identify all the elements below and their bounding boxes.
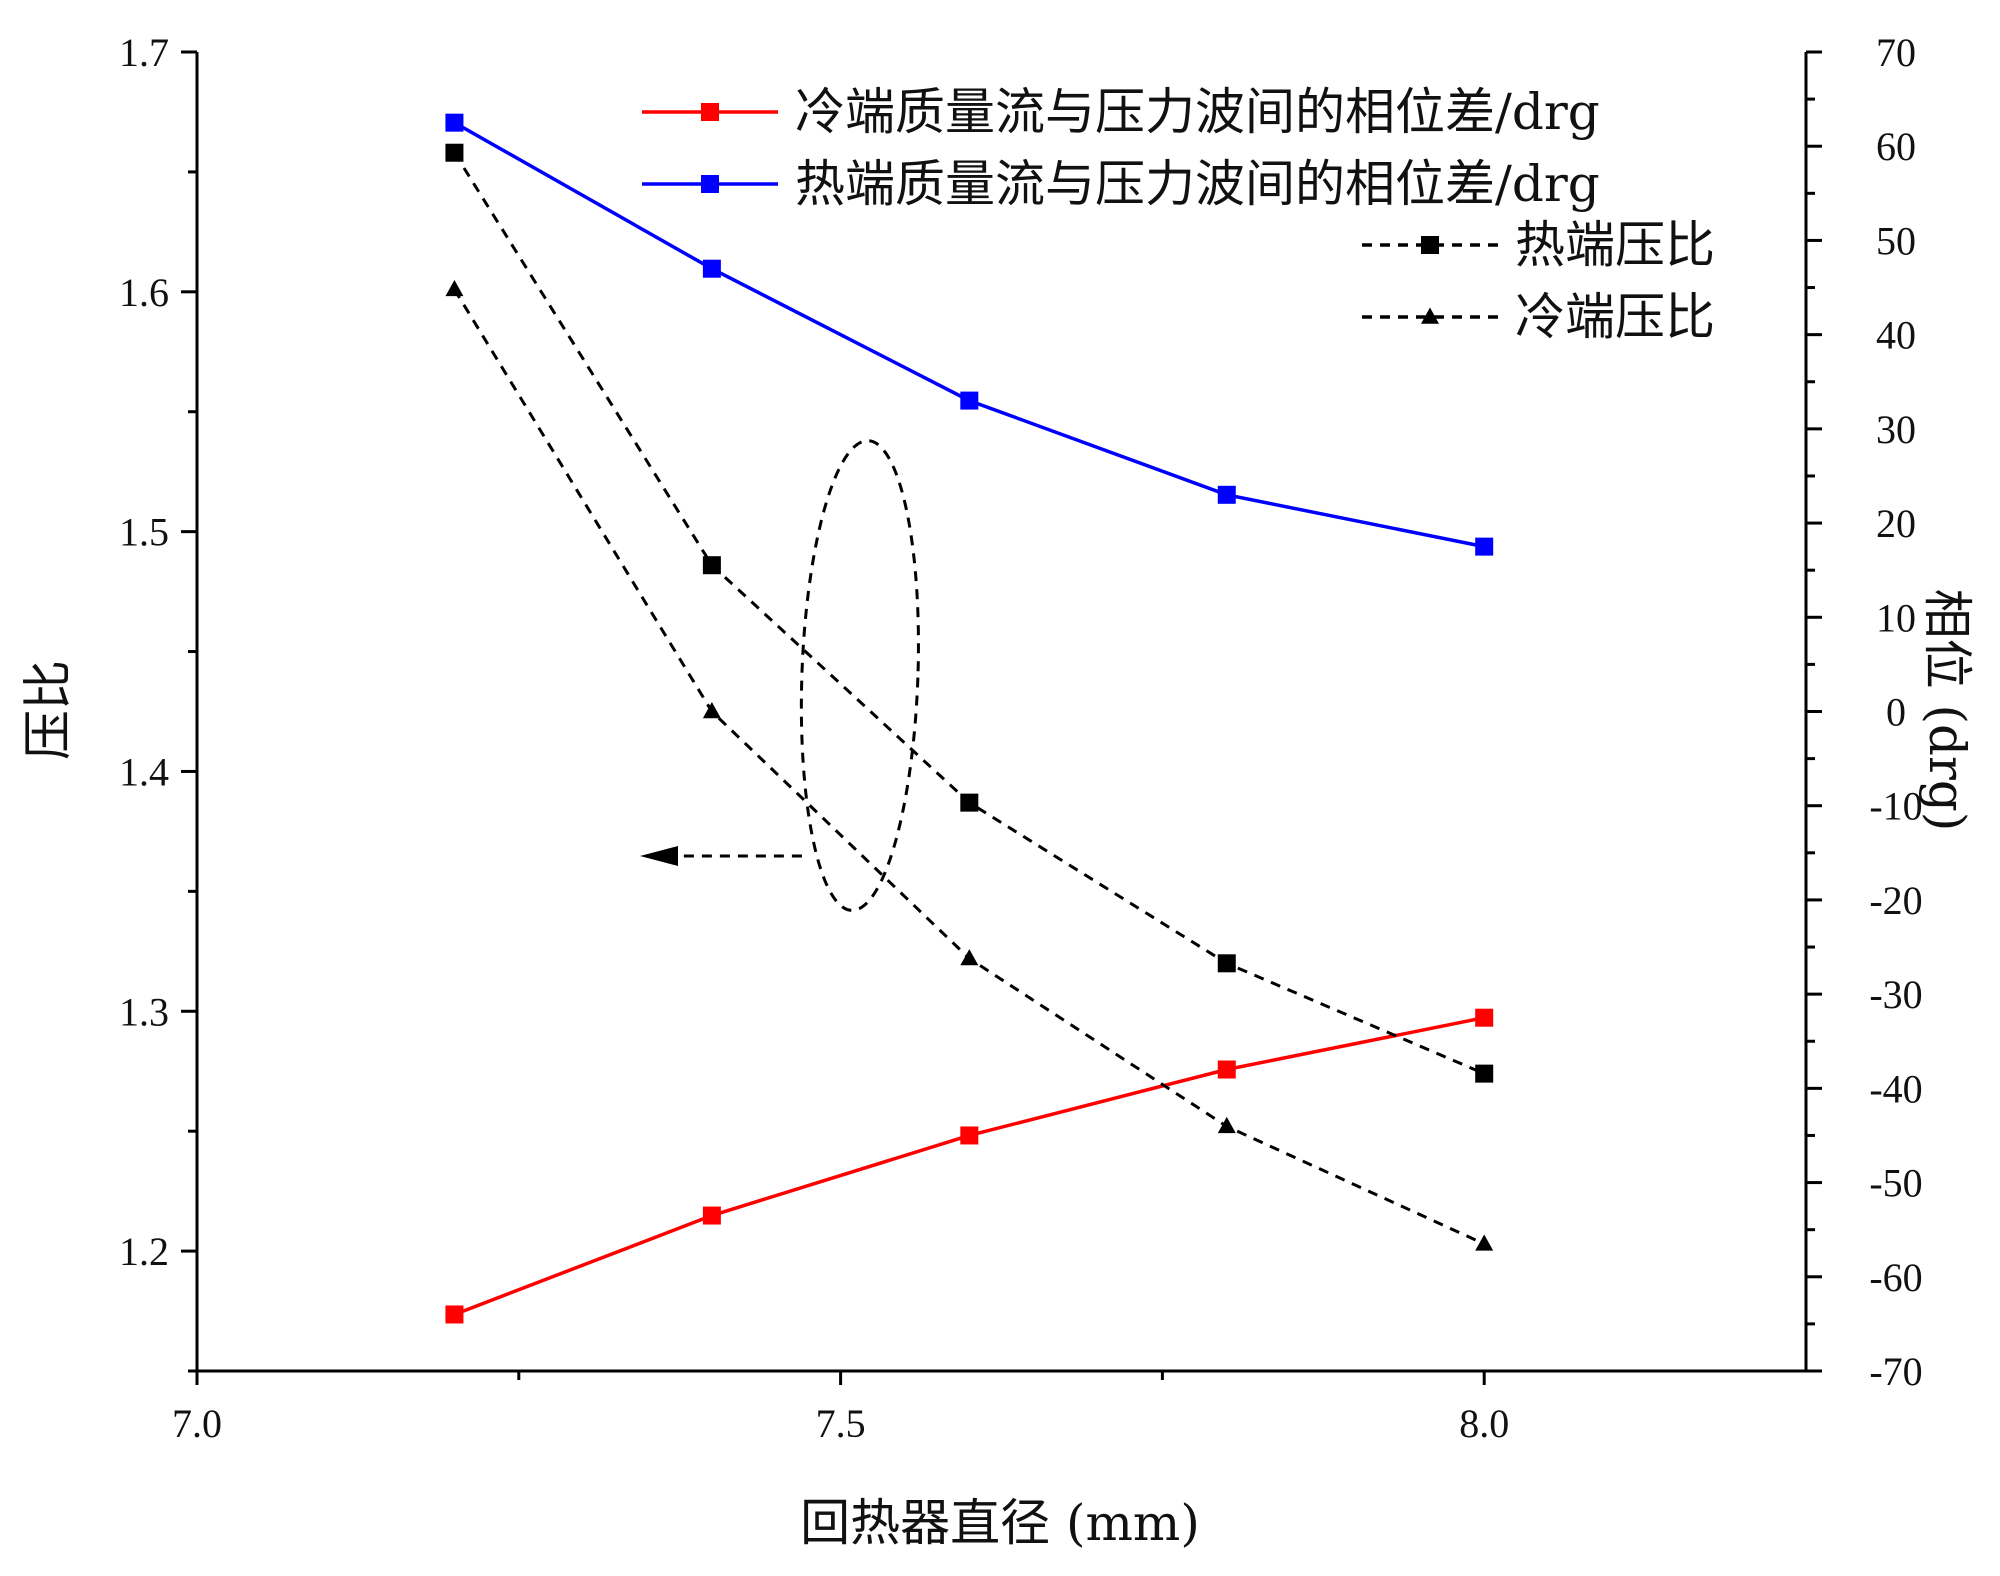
data-point-1-3 [960,1126,979,1145]
data-point-2-1 [445,113,464,132]
data-point-3-4 [1217,954,1236,973]
legend-item-1: 冷端质量流与压力波间的相位差/drg [642,83,1600,141]
ticks: 7.0 7.5 8.0 1.2 1.3 1.4 1.5 1.6 1.7 -70 -60 -50 -40 -… [119,30,1923,1446]
y-right-tick-label: -20 [1869,878,1922,923]
data-point-4-2 [702,702,721,719]
legend-marker-2 [701,175,719,193]
data-point-1-4 [1217,1060,1236,1079]
data-point-2-5 [1475,537,1494,556]
y-right-axis-title: 相位 (drg) [1918,589,1976,832]
data-point-4-3 [960,949,979,966]
legend-marker-4 [1421,307,1439,324]
y-left-tick-label: 1.3 [119,989,169,1034]
annotations [640,439,920,912]
y-right-tick-label: 20 [1876,501,1916,546]
data-point-4-5 [1475,1234,1494,1251]
x-tick-label: 8.0 [1459,1401,1509,1446]
series-3 [445,143,1494,1083]
legend-label-3: 热端压比 [1515,216,1715,274]
data-point-4-4 [1217,1116,1236,1134]
legend: 冷端质量流与压力波间的相位差/drg 热端质量流与压力波间的相位差/drg热端压比… [642,83,1715,346]
y-left-tick-label: 1.2 [119,1229,169,1274]
data-point-3-2 [702,556,721,575]
legend-marker-3 [1421,236,1439,254]
legend-item-2: 热端质量流与压力波间的相位差/drg [642,155,1600,213]
data-point-1-1 [445,1305,464,1324]
data-point-1-5 [1475,1008,1494,1027]
y-right-tick-label: -30 [1869,972,1922,1017]
y-right-tick-label: 70 [1876,30,1916,75]
y-left-tick-label: 1.6 [119,270,169,315]
series-layer [445,113,1494,1324]
legend-marker-1 [701,103,719,121]
legend-label-2: 热端质量流与压力波间的相位差/drg [795,155,1600,213]
y-right-tick-label: 50 [1876,218,1916,263]
data-point-1-2 [702,1206,721,1225]
series-4 [445,279,1494,1251]
legend-item-3: 热端压比 [1362,216,1715,274]
legend-item-4: 冷端压比 [1362,288,1715,346]
y-left-axis-title: 压比 [19,660,77,760]
annotation-ellipse [799,439,920,912]
legend-label-1: 冷端质量流与压力波间的相位差/drg [795,83,1600,141]
y-right-tick-label: 40 [1876,313,1916,358]
data-point-4-1 [445,279,464,297]
legend-label-4: 冷端压比 [1515,288,1715,346]
data-point-3-5 [1475,1064,1494,1083]
y-right-tick-label: 60 [1876,124,1916,169]
data-point-2-4 [1217,485,1236,504]
y-right-tick-label: -60 [1869,1255,1922,1300]
y-left-tick-label: 1.5 [119,510,169,555]
series-line-1 [453,1015,1485,1317]
x-tick-label: 7.5 [816,1401,866,1446]
y-right-tick-label: -10 [1869,784,1922,829]
y-right-tick-label: 10 [1876,595,1916,640]
y-left-tick-label: 1.7 [119,30,169,75]
annotation-arrow-head [640,846,678,866]
y-right-tick-label: 0 [1886,690,1906,735]
x-axis-title: 回热器直径 (mm) [800,1494,1200,1552]
y-right-tick-label: -40 [1869,1066,1922,1111]
series-1 [445,1008,1494,1324]
data-point-2-3 [960,391,979,410]
data-point-3-3 [960,793,979,812]
y-right-tick-label: -70 [1869,1349,1922,1394]
series-2 [445,113,1494,556]
series-line-4 [453,288,1485,1246]
series-line-3 [453,151,1485,1076]
y-left-tick-label: 1.4 [119,749,169,794]
y-right-tick-label: 30 [1876,407,1916,452]
y-right-tick-label: -50 [1869,1161,1922,1206]
data-point-3-1 [445,143,464,162]
x-tick-label: 7.0 [172,1401,222,1446]
data-point-2-2 [702,259,721,278]
